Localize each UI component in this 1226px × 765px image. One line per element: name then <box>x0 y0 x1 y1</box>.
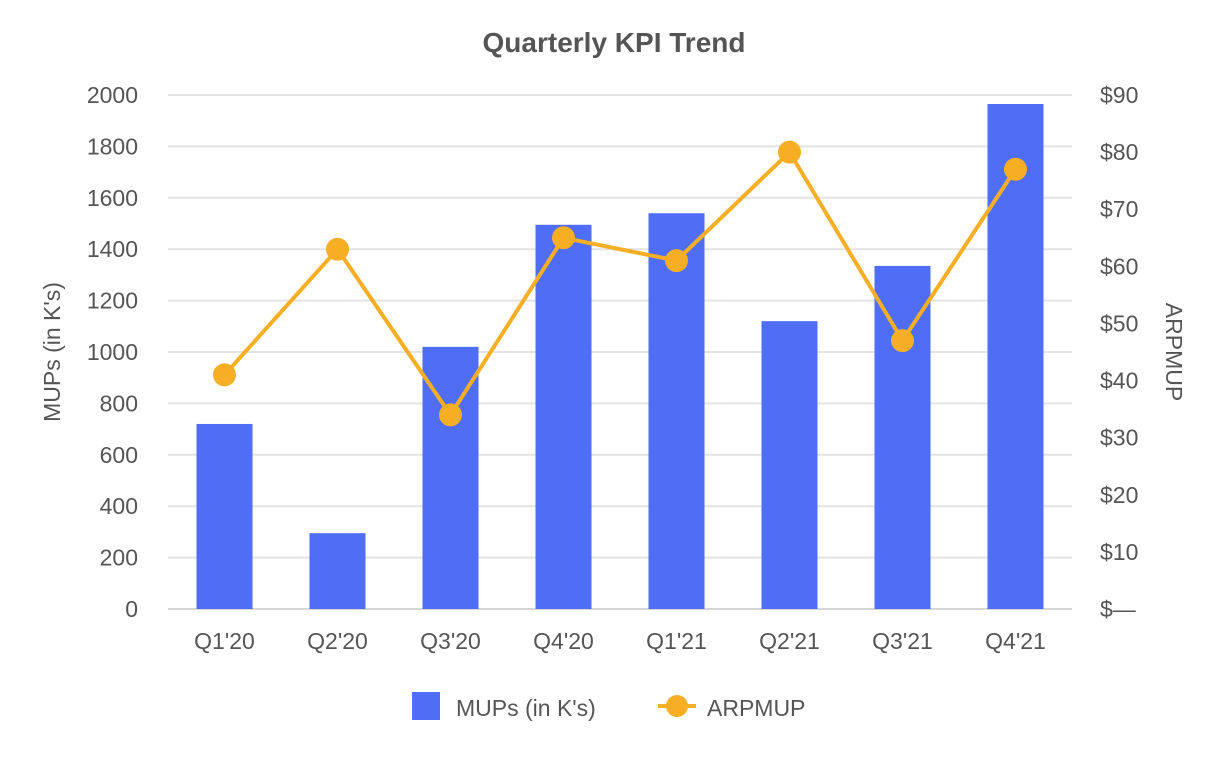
line-point <box>439 403 462 427</box>
y-axis-label: MUPs (in K's) <box>39 282 65 422</box>
legend: MUPs (in K's) ARPMUP <box>412 692 805 721</box>
y2-tick-label: $20 <box>1100 482 1138 508</box>
y-tick-label: 800 <box>100 390 138 416</box>
x-tick-label: Q4'21 <box>985 628 1046 654</box>
x-tick-label: Q2'21 <box>759 628 820 654</box>
y2-tick-label: $90 <box>1100 82 1138 108</box>
x-tick-label: Q1'20 <box>194 628 255 654</box>
legend-label-mups: MUPs (in K's) <box>456 695 596 721</box>
bar <box>648 213 705 609</box>
y2-tick-label: $30 <box>1100 425 1138 451</box>
y-tick-label: 200 <box>100 545 138 571</box>
line-point <box>326 237 349 261</box>
x-tick-label: Q1'21 <box>646 628 707 654</box>
line-point <box>1004 157 1027 181</box>
y-tick-label: 600 <box>100 442 138 468</box>
y2-tick-label: $70 <box>1100 196 1138 222</box>
arpmup-line <box>223 150 1018 417</box>
chart-title: Quarterly KPI Trend <box>483 27 746 58</box>
y2-tick-label: $10 <box>1100 539 1138 565</box>
y2-tick-label: $80 <box>1100 139 1138 165</box>
gridlines <box>168 94 1072 610</box>
y2-tick-label: $— <box>1100 596 1136 622</box>
y-tick-label: 400 <box>100 493 138 519</box>
line-point <box>778 140 801 164</box>
y-tick-label: 1600 <box>87 185 138 211</box>
y-tick-label: 1200 <box>87 288 138 314</box>
y-tick-label: 1000 <box>87 339 138 365</box>
y-tick-label: 1800 <box>87 133 138 159</box>
right-axis-ticks: $— $10 $20 $30 $40 $50 $60 $70 $80 $90 <box>1100 82 1138 622</box>
bar-series <box>196 103 1044 610</box>
line-point <box>665 249 688 273</box>
x-tick-label: Q4'20 <box>533 628 594 654</box>
y2-tick-label: $60 <box>1100 253 1138 279</box>
y-tick-label: 0 <box>125 596 138 622</box>
y2-tick-label: $40 <box>1100 368 1138 394</box>
left-axis-ticks: 0 200 400 600 800 1000 1200 1400 1600 1800 2000 <box>87 82 138 622</box>
y2-tick-label: $50 <box>1100 310 1138 336</box>
y-tick-label: 2000 <box>87 82 138 108</box>
bar <box>874 265 931 609</box>
y2-axis-label: ARPMUP <box>1161 303 1187 401</box>
x-tick-label: Q3'21 <box>872 628 933 654</box>
legend-swatch-mups <box>412 692 440 720</box>
x-tick-label: Q2'20 <box>307 628 368 654</box>
legend-label-arpmup: ARPMUP <box>707 695 805 721</box>
line-point <box>552 226 575 250</box>
y-tick-label: 1400 <box>87 236 138 262</box>
line-point <box>891 329 914 353</box>
bar <box>535 224 592 609</box>
line-point <box>213 363 236 387</box>
line-series <box>213 140 1027 427</box>
bar <box>761 321 818 609</box>
legend-swatch-arpmup-marker <box>666 695 688 717</box>
x-axis-ticks: Q1'20 Q2'20 Q3'20 Q4'20 Q1'21 Q2'21 Q3'21 Q4'21 <box>194 628 1046 654</box>
bar <box>987 103 1044 610</box>
x-tick-label: Q3'20 <box>420 628 481 654</box>
bar <box>309 533 366 609</box>
bar <box>196 423 253 609</box>
